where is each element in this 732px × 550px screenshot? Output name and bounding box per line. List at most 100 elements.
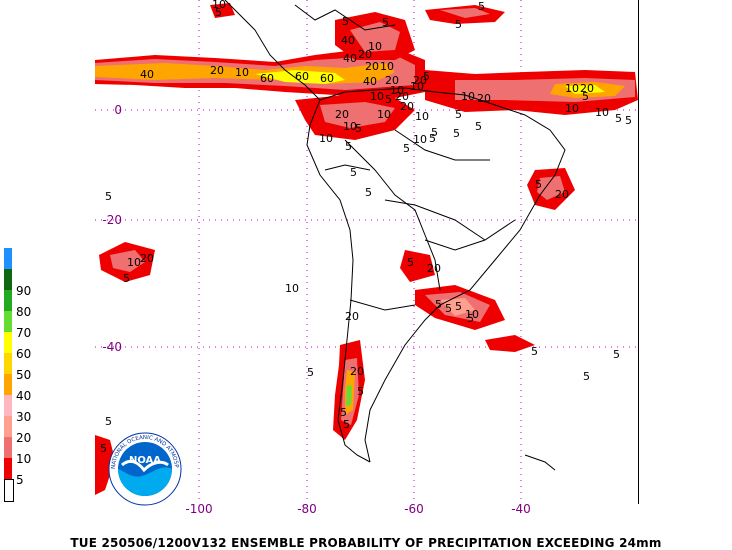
noaa-logo: NOAA NATIONAL OCEANIC AND ATMOSPHERIC AD…	[108, 432, 182, 506]
contour-label: 5	[445, 302, 452, 315]
coastlines	[224, 0, 566, 471]
contour-label: 40	[140, 68, 154, 81]
contour-label: 20	[385, 74, 399, 87]
legend-label: 50	[16, 368, 32, 382]
lon-label-minus80: -80	[297, 502, 317, 516]
contour-label: 20	[555, 188, 569, 201]
contour-label: 5	[435, 298, 442, 311]
contour-label: 5	[407, 256, 414, 269]
contour-label: 10	[413, 133, 427, 146]
contour-label: 5	[382, 16, 389, 29]
precip-itcz-yellow	[255, 70, 345, 84]
contour-label: 5	[467, 312, 474, 325]
contour-label: 10	[212, 0, 226, 11]
contour-label: 5	[105, 415, 112, 428]
contour-label: 5	[342, 15, 349, 28]
precip-colombia-mid	[320, 102, 395, 128]
legend-label: 40	[16, 389, 32, 403]
legend-swatch	[4, 458, 12, 479]
contour-label: 5	[100, 442, 107, 455]
legend-swatch	[4, 248, 12, 269]
legend-label: 90	[16, 284, 32, 298]
contour-label: 20	[400, 100, 414, 113]
contour-label: 10	[343, 120, 357, 133]
contour-label: 10	[285, 282, 299, 295]
legend-swatch	[4, 479, 14, 502]
precip-fields	[95, 3, 638, 495]
precip-uruguay	[400, 250, 435, 282]
contour-label: 10	[377, 108, 391, 121]
contour-label: 5	[343, 418, 350, 431]
contour-label: 20	[365, 60, 379, 73]
contour-label: 60	[260, 72, 274, 85]
contour-label: 10	[565, 82, 579, 95]
contour-label: 5	[105, 190, 112, 203]
contour-label: 5	[355, 122, 362, 135]
legend-swatch	[4, 353, 12, 374]
logo-text: NOAA	[129, 455, 161, 466]
contour-label: 20	[335, 108, 349, 121]
contour-label: 5	[365, 186, 372, 199]
legend-swatch	[4, 437, 12, 458]
contour-label: 5	[123, 272, 130, 285]
contour-label: 5	[307, 366, 314, 379]
map-frame: 40 20 10 60 60 60 40 40 20 10 5 20 10 40 20 10 5 20 10 5 10 2…	[95, 0, 639, 504]
legend-label: 30	[16, 410, 32, 424]
legend-label: 60	[16, 347, 32, 361]
legend-swatch	[4, 311, 12, 332]
contour-label: 10	[461, 90, 475, 103]
contour-label: 40	[341, 34, 355, 47]
contour-label: 5	[582, 90, 589, 103]
lat-label-minus40: -40	[102, 340, 122, 354]
contour-label: 20	[427, 262, 441, 275]
lat-label-0: 0	[114, 103, 122, 117]
contour-label: 10	[390, 84, 404, 97]
contour-label: 20	[210, 64, 224, 77]
contour-label: 10	[380, 60, 394, 73]
contour-label: 5	[350, 166, 357, 179]
lon-label-minus100: -100	[185, 502, 213, 516]
contour-label: 10	[235, 66, 249, 79]
precip-south-atlantic	[485, 335, 535, 352]
precip-itcz-east-yellow	[565, 85, 605, 94]
precip-arg-atlantic-pink	[440, 298, 475, 316]
precip-top-right-mid	[440, 8, 490, 18]
contour-label: 20	[345, 310, 359, 323]
precip-pacific-w-mid	[110, 250, 145, 272]
contour-label: 20	[350, 365, 364, 378]
contour-label: 5	[475, 120, 482, 133]
precip-sw	[95, 435, 115, 495]
contour-label: 10	[370, 90, 384, 103]
legend-swatch	[4, 395, 12, 416]
contour-label: 5	[340, 406, 347, 419]
contour-label: 20	[358, 48, 372, 61]
contour-label: 10	[319, 132, 333, 145]
contour-label: 20	[395, 90, 409, 103]
contour-label: 5	[531, 345, 538, 358]
precip-brazil-ne-mid	[537, 176, 565, 200]
color-legend: 5 10 20 30 40 50 60 70 80 90	[4, 248, 31, 502]
contour-label: 10	[595, 106, 609, 119]
contour-label: 5	[453, 127, 460, 140]
contour-label: 10	[565, 102, 579, 115]
contour-label: 5	[478, 0, 485, 13]
contour-label: 5	[385, 93, 392, 106]
contour-label: 5	[455, 300, 462, 313]
legend-label: 5	[16, 473, 24, 487]
contour-label: 5	[431, 126, 438, 139]
precip-chile-green	[346, 385, 352, 406]
contour-label: 40	[363, 75, 377, 88]
legend-swatch	[4, 269, 12, 290]
precip-nw	[210, 3, 235, 18]
contour-label: 5	[615, 112, 622, 125]
contour-label: 20	[477, 92, 491, 105]
legend-swatch	[4, 332, 12, 353]
contour-label: 10	[410, 80, 424, 93]
contour-label: 5	[215, 6, 222, 19]
contour-label: 5	[455, 108, 462, 121]
contour-label: 10	[465, 308, 479, 321]
legend-label: 20	[16, 431, 32, 445]
map-caption: TUE 250506/1200V132 ENSEMBLE PROBABILITY…	[70, 536, 662, 550]
contour-label: 40	[343, 52, 357, 65]
